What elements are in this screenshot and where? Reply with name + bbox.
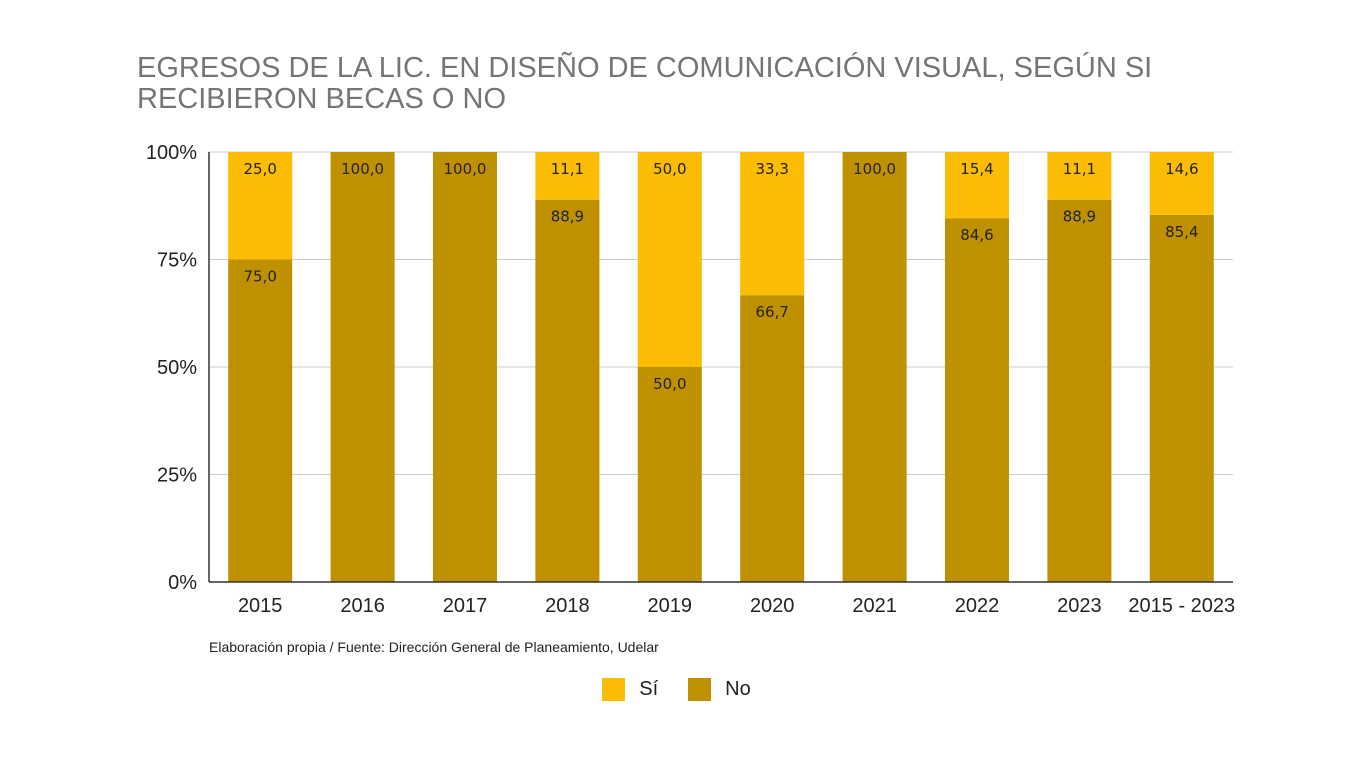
data-label-no-2015: 75,0 xyxy=(243,268,276,286)
data-label-no-2023: 88,9 xyxy=(1063,208,1096,226)
bar-si-2015 - 2023[interactable] xyxy=(1149,152,1214,215)
y-tick-label: 75% xyxy=(157,250,197,272)
legend-label-si: Sí xyxy=(639,678,659,700)
bar-si-2019[interactable] xyxy=(637,152,702,367)
bar-si-2018[interactable] xyxy=(535,152,600,200)
x-tick-label: 2022 xyxy=(955,595,1000,617)
bar-no-2016[interactable] xyxy=(330,152,395,582)
data-label-si-2020: 33,3 xyxy=(755,160,788,178)
data-label-no-2016: 100,0 xyxy=(341,160,384,178)
chart-title: EGRESOS DE LA LIC. EN DISEÑO DE COMUNICA… xyxy=(137,52,1153,115)
x-tick-label: 2015 xyxy=(238,595,283,617)
data-label-no-2020: 66,7 xyxy=(755,303,788,321)
legend-swatch-si xyxy=(602,678,626,701)
x-tick-label: 2018 xyxy=(545,595,590,617)
x-tick-label: 2023 xyxy=(1057,595,1102,617)
data-label-si-2015: 25,0 xyxy=(243,160,276,178)
axes: 0% 25% 50% 75% 100% 2015 2016 2017 2018 2019 2020 2… xyxy=(146,142,1235,617)
data-label-no-2019: 50,0 xyxy=(653,375,686,393)
y-tick-label: 50% xyxy=(157,357,197,379)
data-label-no-2022: 84,6 xyxy=(960,226,993,244)
bar-no-2018[interactable] xyxy=(535,199,600,583)
x-tick-label: 2017 xyxy=(443,595,488,617)
data-label-si-2022: 15,4 xyxy=(960,160,993,178)
legend: Sí No xyxy=(0,678,1353,701)
data-label-no-2018: 88,9 xyxy=(551,208,584,226)
x-tick-label: 2020 xyxy=(750,595,795,617)
bar-si-2023[interactable] xyxy=(1047,152,1112,200)
bar-no-2022[interactable] xyxy=(945,218,1009,582)
bar-no-2017[interactable] xyxy=(433,152,497,582)
bar-no-2019[interactable] xyxy=(637,367,702,582)
x-tick-label: 2015 - 2023 xyxy=(1128,595,1235,617)
data-label-si-2018: 11,1 xyxy=(551,160,584,178)
data-label-si-2015 - 2023: 14,6 xyxy=(1165,160,1198,178)
bar-no-2021[interactable] xyxy=(842,152,907,582)
data-label-si-2023: 11,1 xyxy=(1063,160,1096,178)
legend-item-si[interactable]: Sí xyxy=(602,678,658,701)
data-label-no-2017: 100,0 xyxy=(444,160,487,178)
x-tick-label: 2016 xyxy=(340,595,385,617)
data-label-si-2019: 50,0 xyxy=(653,160,686,178)
source-note: Elaboración propia / Fuente: Dirección G… xyxy=(209,639,659,655)
legend-swatch-no xyxy=(688,678,712,701)
legend-item-no[interactable]: No xyxy=(688,678,751,701)
y-tick-label: 100% xyxy=(146,142,197,164)
bar-no-2023[interactable] xyxy=(1047,199,1112,583)
x-tick-label: 2019 xyxy=(648,595,693,617)
data-label-no-2021: 100,0 xyxy=(853,160,896,178)
bar-no-2020[interactable] xyxy=(740,295,805,582)
bar-si-2015[interactable] xyxy=(228,152,293,260)
bar-si-2022[interactable] xyxy=(945,152,1009,219)
y-tick-label: 0% xyxy=(168,572,197,594)
x-tick-label: 2021 xyxy=(852,595,897,617)
bar-no-2015[interactable] xyxy=(228,259,293,583)
data-labels: 75,0 25,0 100,0 100,0 88,9 11,1 50,0 50,0 66,7 33… xyxy=(243,160,1198,393)
bars xyxy=(228,152,1214,583)
bar-si-2020[interactable] xyxy=(740,152,805,296)
legend-label-no: No xyxy=(725,678,751,700)
bar-no-2015 - 2023[interactable] xyxy=(1149,214,1214,582)
data-label-no-2015 - 2023: 85,4 xyxy=(1165,223,1198,241)
y-tick-label: 25% xyxy=(157,465,197,487)
